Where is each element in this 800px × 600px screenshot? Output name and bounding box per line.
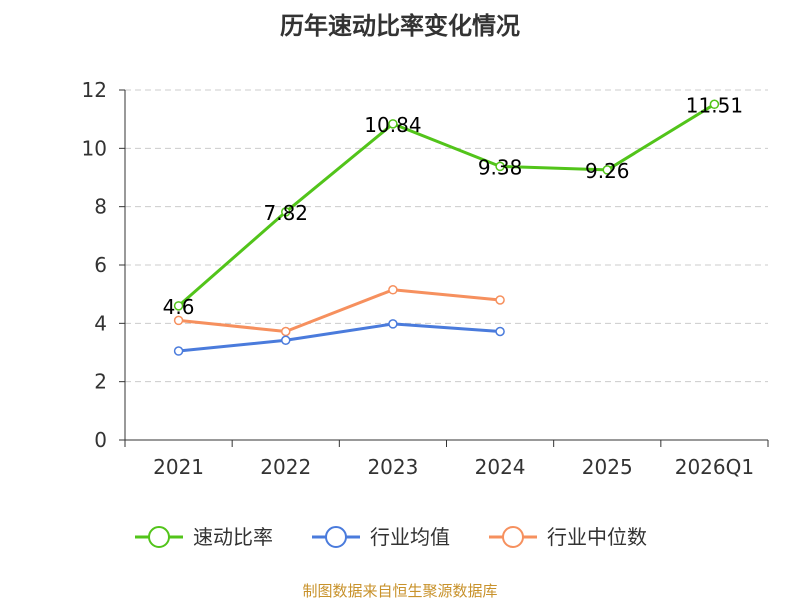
legend-marker-0 [148, 526, 170, 548]
series-0-label-1: 7.82 [263, 201, 308, 225]
series-line-0 [177, 103, 716, 307]
series-1-point-2 [388, 319, 398, 329]
chart-title: 历年速动比率变化情况 [280, 12, 520, 40]
x-tick-label-0: 2021 [153, 455, 204, 479]
y-tick-label-6: 12 [82, 78, 107, 102]
series-0-point-1 [281, 207, 291, 217]
legend-label-0: 速动比率 [193, 525, 273, 549]
y-tick-label-1: 2 [94, 370, 107, 394]
legend-marker-2 [502, 526, 524, 548]
series-2-point-2 [388, 285, 398, 295]
y-tick-label-0: 0 [94, 428, 107, 452]
source-note: 制图数据来自恒生聚源数据库 [302, 582, 497, 600]
series-0-label-2: 10.84 [364, 113, 421, 137]
series-0-point-5 [709, 99, 720, 110]
series-0-label-3: 9.38 [478, 155, 523, 179]
series-0-point-2 [388, 119, 398, 129]
series-1-point-0 [173, 346, 184, 356]
y-tick-label-2: 4 [94, 311, 107, 335]
series-0-point-3 [495, 161, 505, 172]
x-tick-label-2: 2023 [367, 455, 418, 479]
data-labels: 4.6 7.82 10.84 9.38 9.26 11.51 [163, 93, 743, 319]
series-line-1 [178, 322, 501, 353]
legend-label-2: 行业中位数 [547, 525, 647, 549]
axes: 0 2 4 6 8 10 12 2021 2022 2023 2024 2025 2026Q1 [82, 78, 769, 479]
series-line-2 [178, 288, 501, 333]
y-tick-label-5: 10 [82, 136, 107, 160]
grid-lines [125, 89, 768, 383]
legend-label-1: 行业均值 [370, 525, 450, 549]
series-0-label-4: 9.26 [585, 159, 630, 183]
legend-marker-1 [325, 526, 347, 548]
series-2-point-3 [495, 295, 505, 305]
x-tick-label-4: 2025 [582, 455, 633, 479]
series-0-label-5: 11.51 [686, 93, 743, 117]
series-0-point-4 [602, 165, 612, 175]
x-tick-label-3: 2024 [475, 455, 526, 479]
series-0-label-0: 4.6 [163, 295, 195, 319]
y-tick-label-4: 8 [94, 195, 107, 219]
legend: 速动比率 行业均值 行业中位数 [135, 525, 647, 549]
series-2-point-0 [173, 315, 184, 326]
series-1-point-3 [495, 326, 505, 337]
x-tick-label-1: 2022 [260, 455, 311, 479]
series-0-point-0 [173, 301, 184, 311]
x-tick-label-5: 2026Q1 [675, 455, 754, 479]
series-1-point-1 [281, 335, 291, 345]
series-2-point-1 [281, 326, 291, 337]
series-group [173, 99, 720, 356]
y-tick-label-3: 6 [94, 253, 107, 277]
